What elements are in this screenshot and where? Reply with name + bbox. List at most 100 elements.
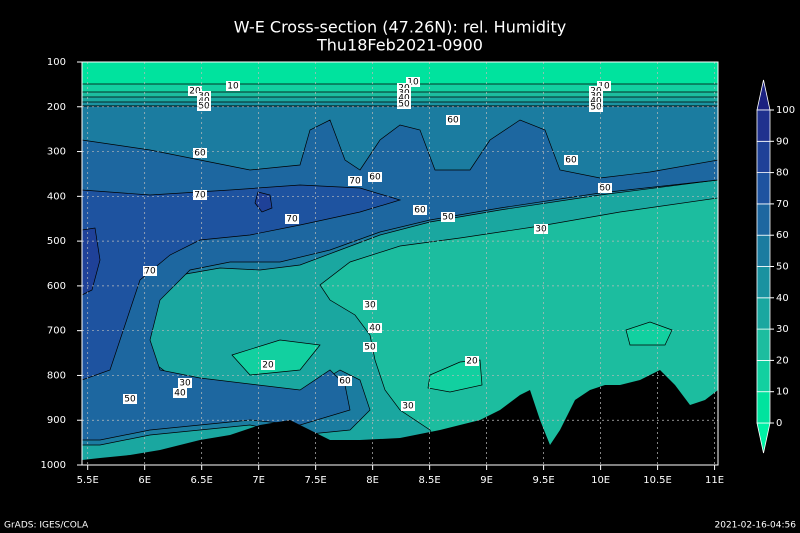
contour-label-bg (564, 155, 578, 165)
colorbar-label: 0 (776, 418, 782, 429)
contour-label-bg (363, 342, 377, 352)
colorbar-segment (756, 391, 771, 424)
x-tick-label: 7E (252, 475, 265, 486)
colorbar-segment (756, 203, 771, 236)
contour-region (427, 359, 483, 393)
contour-label: 60 (565, 156, 577, 166)
contour-label-bg (368, 172, 382, 182)
contour-label: 70 (349, 177, 361, 187)
contour-label-bg (285, 214, 299, 224)
contour-label: 60 (339, 377, 351, 387)
y-tick-label: 700 (47, 326, 66, 337)
plot-frame (81, 61, 719, 466)
contour-region (81, 184, 402, 381)
contour-label: 30 (179, 379, 191, 389)
contour-label: 20 (466, 357, 478, 367)
contour-label: 50 (442, 213, 454, 223)
contour-label: 40 (174, 389, 186, 399)
field-band (82, 62, 718, 84)
contour-label: 70 (144, 267, 156, 277)
colorbar-label: 40 (776, 293, 789, 304)
colorbar-label: 90 (776, 136, 789, 147)
colorbar-segment (756, 140, 771, 174)
colorbar-segment (756, 328, 771, 361)
contour-label-bg (397, 99, 411, 109)
contour-label-bg (597, 81, 611, 91)
footer-timestamp: 2021-02-16-04:56 (715, 521, 797, 531)
colorbar-label: 70 (776, 199, 789, 210)
contour-label: 70 (194, 191, 206, 201)
contour-label-bg (534, 224, 548, 234)
y-tick-label: 600 (47, 281, 66, 292)
colorbar-label: 80 (776, 168, 789, 179)
colorbar-label: 30 (776, 324, 789, 335)
colorbar-segment (756, 234, 771, 267)
contour-label: 40 (398, 94, 410, 104)
contour-label: 40 (590, 97, 602, 107)
x-tick-label: 11E (705, 475, 724, 486)
chart-subtitle: Thu18Feb2021-0900 (316, 36, 483, 55)
contour-label: 70 (286, 215, 298, 225)
contour-label-bg (441, 212, 455, 222)
x-tick-label: 6E (138, 475, 151, 486)
contour-label-bg (401, 401, 415, 411)
y-tick-label: 300 (47, 147, 66, 158)
contour-label-bg (368, 323, 382, 333)
colorbar-label: 50 (776, 262, 789, 273)
contour-label-bg (197, 101, 211, 111)
contour-label: 20 (189, 87, 201, 97)
colorbar-high (756, 79, 771, 111)
contour-label: 60 (194, 149, 206, 159)
contour-label: 50 (364, 343, 376, 353)
y-tick-label: 500 (47, 236, 66, 247)
contour-label-bg (348, 176, 362, 186)
x-tick-label: 10E (591, 475, 610, 486)
contour-label: 20 (262, 361, 274, 371)
x-tick-label: 8E (366, 475, 379, 486)
y-tick-label: 1000 (41, 460, 66, 471)
x-tick-label: 5.5E (77, 475, 99, 486)
contour-field (81, 62, 719, 466)
contour-label: 60 (447, 116, 459, 126)
contour-label: 50 (590, 103, 602, 113)
y-tick-label: 800 (47, 370, 66, 381)
contour-label: 30 (364, 301, 376, 311)
x-tick-label: 9E (480, 475, 493, 486)
colorbar-label: 60 (776, 230, 789, 241)
contour-label: 50 (398, 100, 410, 110)
colorbar-segment (756, 172, 771, 205)
contour-label: 30 (535, 225, 547, 235)
contour-label-bg (188, 86, 202, 96)
contour-label-bg (193, 190, 207, 200)
x-tick-label: 8.5E (419, 475, 441, 486)
contour-label-bg (446, 115, 460, 125)
contour-label-bg (338, 376, 352, 386)
footer-credit: GrADS: IGES/COLA (4, 521, 89, 531)
contour-label-bg (123, 394, 137, 404)
colorbar-segment (756, 359, 771, 393)
contour-label-bg (193, 148, 207, 158)
x-tick-label: 10.5E (643, 475, 672, 486)
contour-region (254, 191, 273, 213)
contour-region (625, 321, 673, 346)
x-tick-label: 6.5E (191, 475, 213, 486)
colorbar-label: 10 (776, 387, 789, 398)
contour-label-bg (261, 360, 275, 370)
contour-label-bg (598, 183, 612, 193)
contour-label-bg (178, 378, 192, 388)
contour-label-bg (397, 93, 411, 103)
contour-label-bg (143, 266, 157, 276)
chart-title: W-E Cross-section (47.26N): rel. Humidit… (234, 18, 566, 37)
x-tick-label: 9.5E (532, 475, 554, 486)
contour-label: 50 (198, 102, 210, 112)
colorbar-low (756, 422, 771, 454)
contour-label-bg (413, 205, 427, 215)
colorbar-segment (756, 297, 771, 330)
contour-label: 10 (227, 82, 239, 92)
colorbar-segment (756, 109, 771, 142)
contour-label: 10 (598, 82, 610, 92)
contour-label: 60 (369, 173, 381, 183)
contour-label: 40 (369, 324, 381, 334)
contour-label-bg (589, 102, 603, 112)
